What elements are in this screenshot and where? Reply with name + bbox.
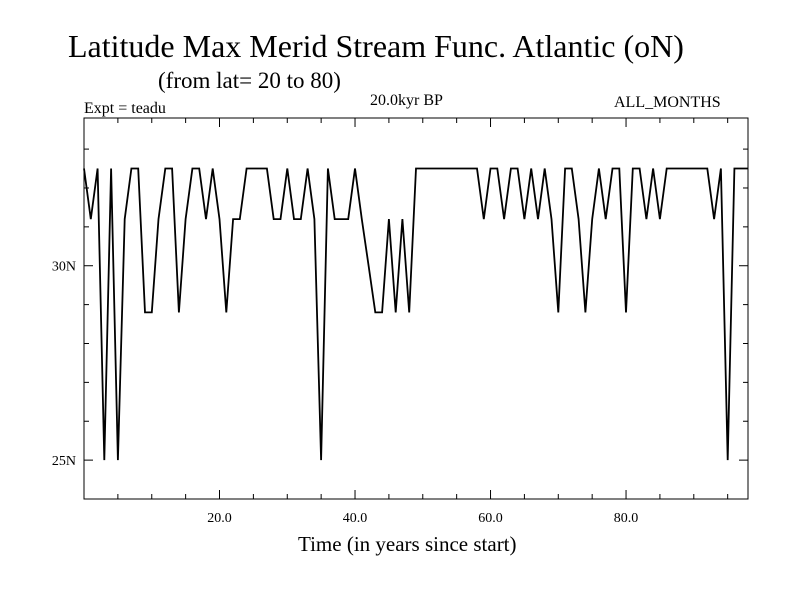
tick-labels: 20.0 40.0 60.0 80.0 25N 30N: [52, 260, 638, 526]
plot-frame: [83, 117, 749, 500]
experiment-label: Expt = teadu: [84, 100, 166, 117]
x-tick-label: 20.0: [207, 511, 232, 526]
x-tick-label: 60.0: [478, 511, 503, 526]
chart-title: Latitude Max Merid Stream Func. Atlantic…: [68, 28, 684, 64]
y-tick-label: 30N: [52, 260, 76, 275]
x-tick-label: 80.0: [614, 511, 639, 526]
series-line: [83, 167, 748, 461]
y-tick-label: 25N: [52, 454, 76, 469]
time-period-label: 20.0kyr BP: [370, 92, 443, 109]
data-series: [83, 167, 748, 461]
axis-ticks: [84, 118, 748, 499]
chart-subtitle: (from lat= 20 to 80): [158, 68, 341, 93]
months-label: ALL_MONTHS: [614, 94, 721, 111]
x-axis-label: Time (in years since start): [298, 532, 517, 556]
x-tick-label: 40.0: [343, 511, 368, 526]
